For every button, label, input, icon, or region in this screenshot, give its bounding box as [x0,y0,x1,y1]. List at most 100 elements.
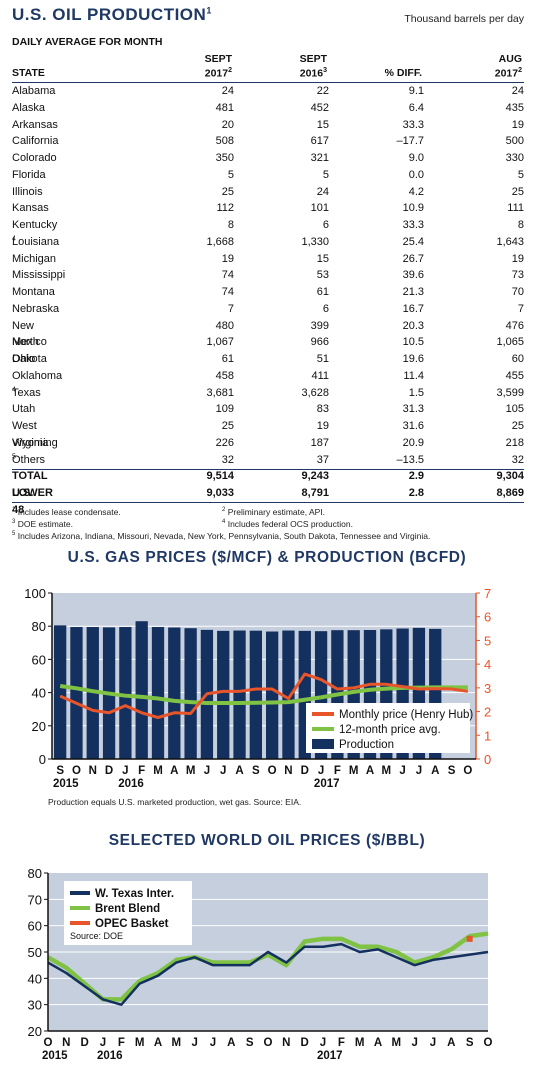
x-tick-label: J [204,765,210,777]
table-row: Florida 5 5 0.0 5 [12,167,524,184]
cell-v3: 31.6 [402,420,424,432]
y-tick-label: 80 [28,866,42,881]
cell-v3: 33.3 [402,219,424,231]
brent-line [46,931,489,1002]
cell-v4: 476 [505,319,524,332]
x-tick-label: O [72,765,81,777]
x-tick-label: A [447,1037,455,1049]
footnote-2: 2 Preliminary estimate, API. [222,507,326,517]
bottom-rule [12,502,524,503]
cell-v2: 966 [310,336,329,349]
x-tick-label: M [349,765,359,777]
cell-v1: 61 [221,353,234,365]
cell-v2: 452 [310,101,329,114]
cell-v1: 25 [221,185,234,198]
x-tick-label: J [210,1037,216,1049]
cell-v2: 51 [316,353,329,365]
cell-v4: 3,599 [496,386,524,399]
cell-v4: 70 [511,286,524,298]
cell-v3: –13.5 [396,453,424,466]
cell-v1: 480 [215,319,234,332]
x-tick-label: J [430,1037,436,1049]
table-header: STATE SEPT 20172 SEPT 20163 % DIFF. AUG 201… [12,51,522,81]
legend-swatch [312,739,334,749]
year-label: 2016 [118,778,144,790]
cell-v2: 101 [310,202,329,215]
x-tick-label: D [81,1037,89,1049]
x-tick-label: M [392,1037,402,1049]
cell-v3: 25.4 [402,235,424,248]
year-label: 2016 [97,1050,123,1062]
footnote-3: 3 DOE estimate. [12,519,73,529]
x-tick-label: D [301,765,309,777]
year-label: 2015 [42,1050,68,1062]
table-row: Alaska 481 452 6.4 435 [12,100,524,117]
cell-v2: 6 [322,302,329,315]
x-tick-label: D [301,1037,309,1049]
cell-v4: 500 [505,135,524,148]
cell-v3: 10.9 [402,202,424,215]
x-tick-label: S [448,765,456,777]
cell-v4: 25 [511,185,524,198]
cell-v2: 411 [311,369,329,382]
header-aug-2017: AUG 20172 [494,52,522,80]
cell-v1: 74 [221,286,234,298]
x-tick-label: J [191,1037,197,1049]
cell-v4: 8,869 [496,487,524,499]
x-tick-label: F [338,1037,345,1049]
cell-v1: 74 [221,269,234,282]
cell-v1: 109 [215,403,234,416]
x-tick-label: O [268,765,277,777]
table-subtitle: DAILY AVERAGE FOR MONTH [12,36,163,48]
table-row: Arkansas 20 15 33.3 19 [12,117,524,134]
x-tick-label: N [62,1037,70,1049]
cell-v4: 60 [511,353,524,365]
y-tick-label: 20 [28,1024,42,1039]
cell-v3: 2.9 [408,470,424,483]
total-row: LOWER 48 9,033 8,791 2.8 8,869 [12,487,524,516]
x-tick-label: F [118,1037,125,1049]
cell-v4: 9,304 [496,470,524,483]
cell-v1: 5 [227,168,234,181]
y-tick-label: 30 [28,998,42,1013]
production-bar [119,627,132,759]
y-tick-label: 40 [28,971,42,986]
y2-tick-label: 6 [484,610,491,625]
table-row: North Dakota 1,067 966 10.5 1,065 [12,336,524,365]
total-row: TOTAL U.S. 9,514 9,243 2.9 9,304 [12,470,524,499]
x-tick-label: J [100,1037,106,1049]
table-row: Montana 74 61 21.3 70 [12,284,524,301]
cell-v3: 33.3 [402,118,424,131]
table-row: Illinois 25 24 4.2 25 [12,184,524,201]
table-row: Wyoming 226 187 20.9 218 [12,435,524,452]
x-tick-label: M [135,1037,145,1049]
table-body: Alabama 24 22 9.1 24 Alaska 481 452 6.4 435 Arkans… [12,83,524,516]
x-tick-label: F [138,765,145,777]
cell-v2: 61 [316,286,329,298]
cell-v1: 481 [215,101,234,114]
table-row: Michigan 19 15 26.7 19 [12,251,524,268]
cell-v4: 1,065 [496,336,524,349]
cell-v1: 1,067 [206,336,234,349]
cell-v4: 32 [511,453,524,466]
cell-v1: 350 [215,152,234,164]
y2-tick-label: 2 [484,705,491,720]
x-tick-label: N [89,765,97,777]
x-tick-label: A [366,765,374,777]
table-row: Oklahoma 458 411 11.4 455 [12,368,524,385]
gas-chart-note: Production equals U.S. marketed producti… [48,797,302,807]
cell-v1: 25 [221,420,234,432]
monthly-price-line [59,672,469,719]
cell-v1: 8 [227,219,234,231]
cell-v4: 24 [511,85,524,97]
header-rule [12,82,524,83]
table-row: West Virginia 25 19 31.6 25 [12,420,524,449]
legend-label: 12-month price avg. [339,724,441,736]
production-bar [135,621,148,759]
production-bar [70,627,83,759]
production-bar [151,627,165,759]
x-tick-label: J [411,1037,417,1049]
cell-v3: 9.0 [408,152,424,164]
x-tick-label: M [186,765,196,777]
